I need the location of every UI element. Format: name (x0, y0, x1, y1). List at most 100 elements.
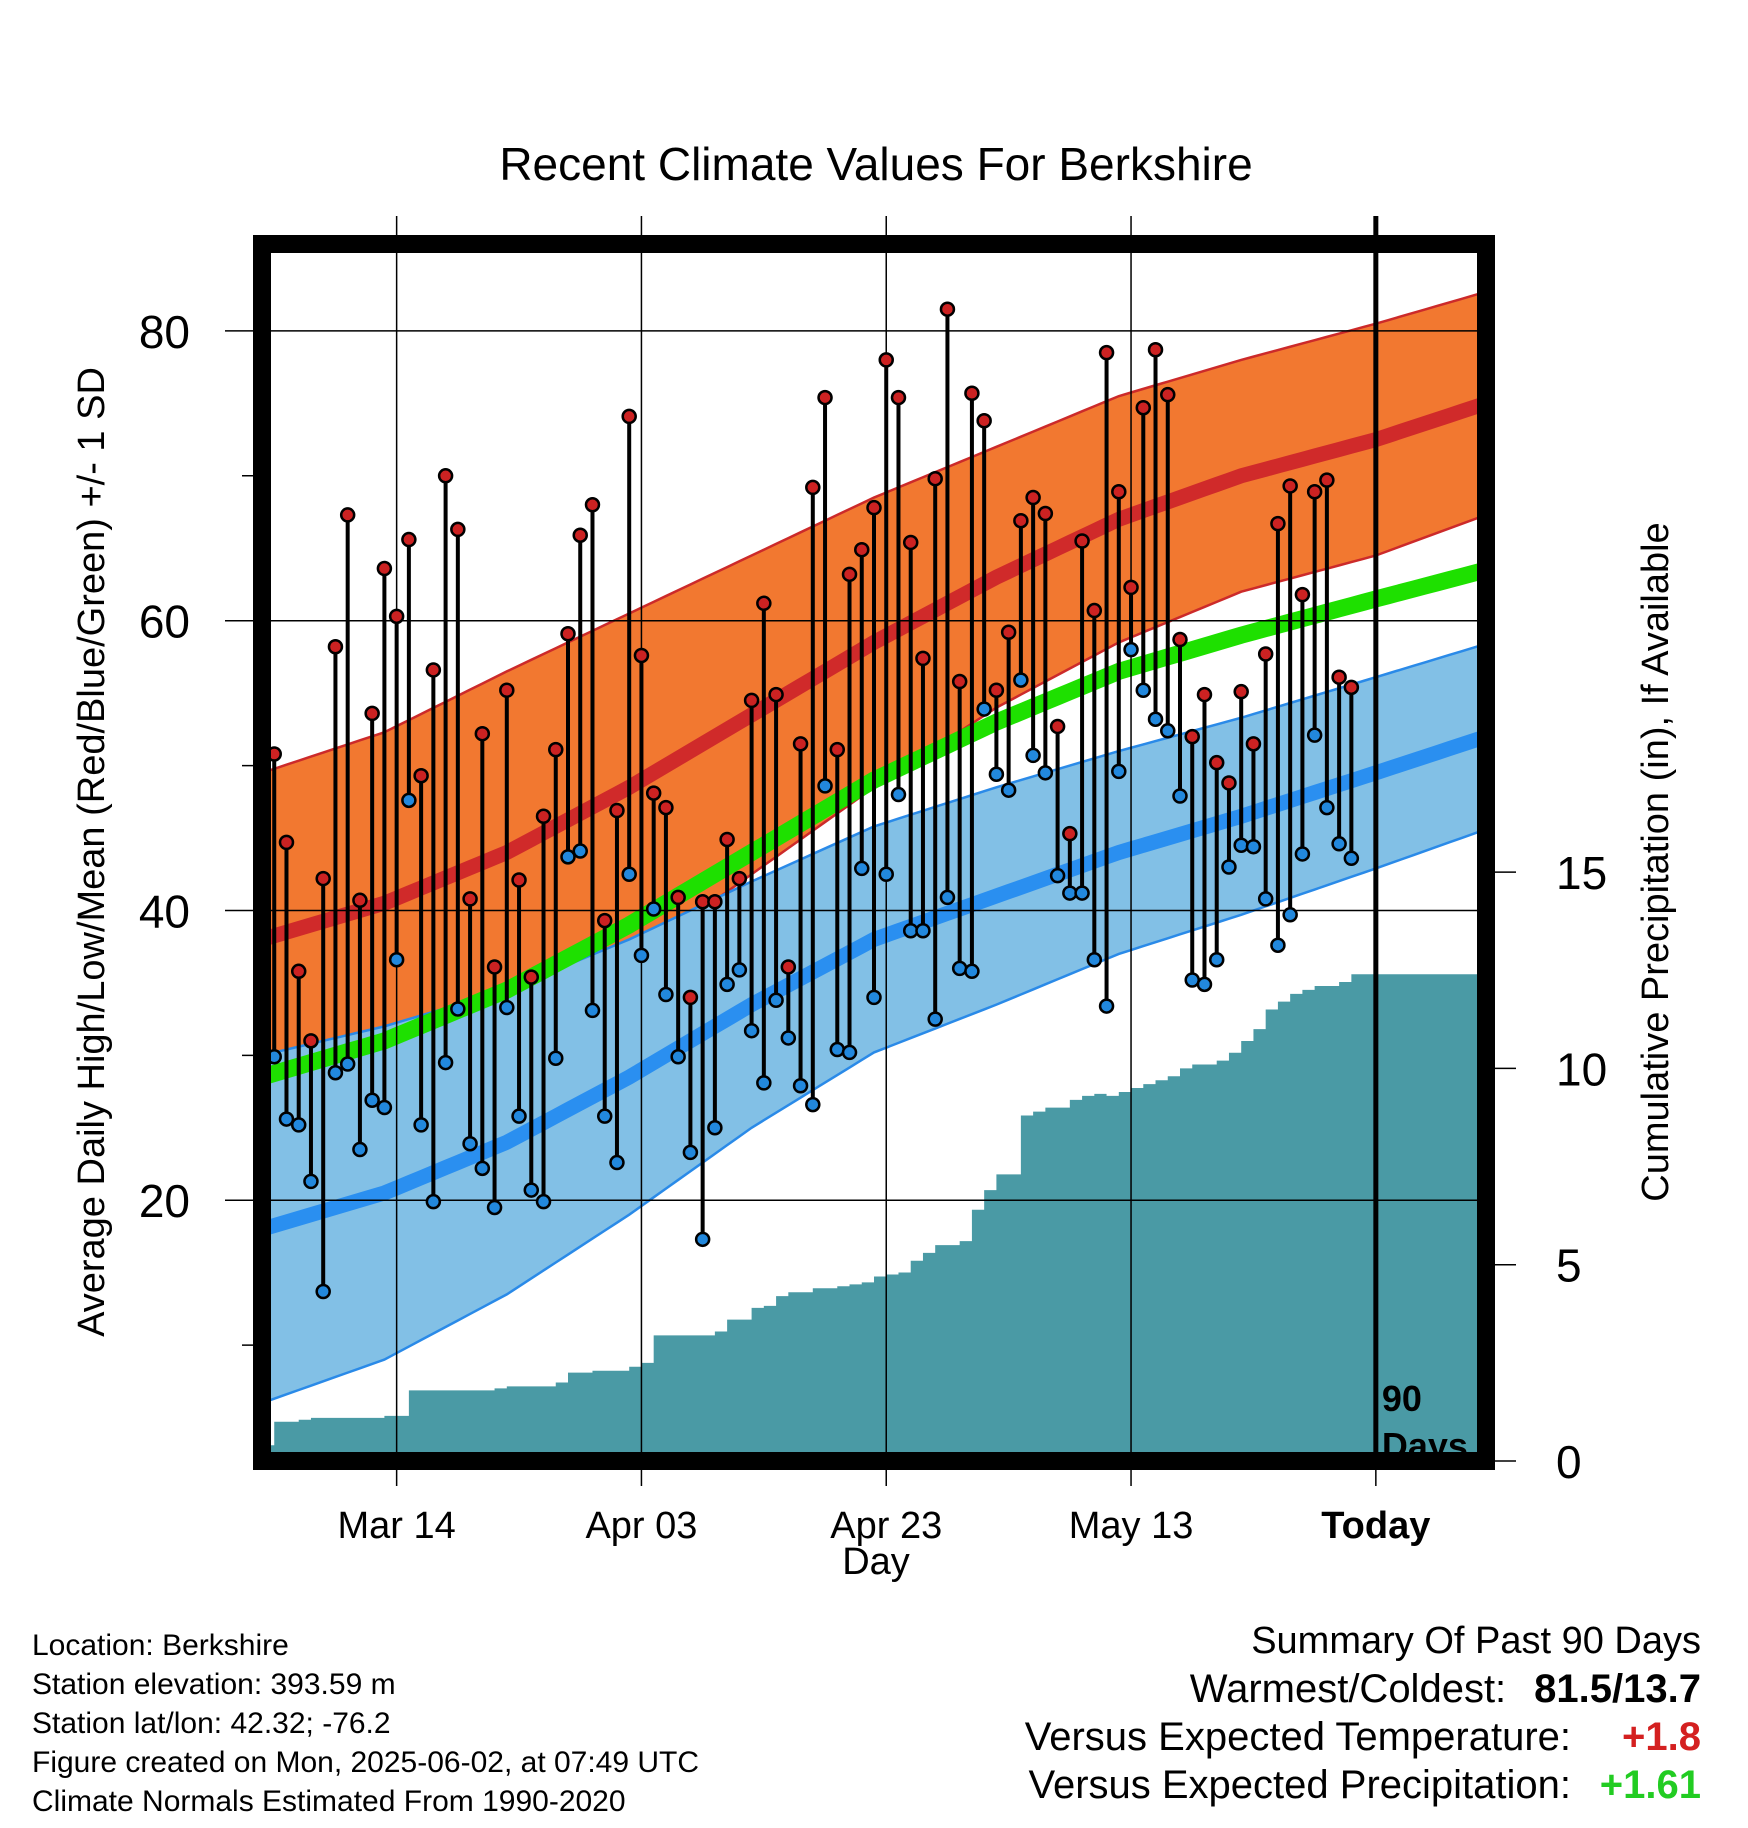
high-point (413, 767, 429, 784)
low-point (1257, 891, 1274, 907)
low-point (1111, 763, 1127, 780)
high-point (707, 894, 723, 910)
low-point (1147, 711, 1164, 727)
low-point (743, 1022, 760, 1039)
low-point (1270, 937, 1286, 953)
x-tick-label: Apr 03 (585, 1505, 697, 1547)
low-point (1013, 672, 1029, 688)
low-point (1282, 907, 1298, 923)
low-point (976, 701, 992, 717)
high-point (1098, 344, 1115, 361)
high-point (474, 725, 491, 742)
high-point (1221, 775, 1237, 791)
high-point (927, 470, 943, 487)
y-axis-label-right: Cumulative Precipitation (in), If Availa… (1635, 522, 1677, 1201)
low-point (315, 1283, 331, 1300)
high-point (1111, 483, 1127, 500)
station-info: Location: Berkshire Station elevation: 3… (32, 1626, 699, 1821)
high-point (364, 705, 380, 722)
high-point (658, 799, 674, 816)
low-point (1135, 682, 1152, 698)
high-point (1037, 505, 1054, 522)
high-point (450, 521, 466, 538)
high-point (792, 736, 809, 752)
low-point (805, 1096, 821, 1113)
low-point (1160, 723, 1176, 739)
y-tick-label-right: 0 (1556, 1436, 1582, 1488)
high-point (339, 507, 356, 523)
low-point (951, 960, 968, 977)
high-point (425, 662, 442, 678)
low-point (915, 922, 931, 939)
low-point (1172, 788, 1188, 804)
low-point (596, 1108, 613, 1124)
high-point (731, 870, 748, 887)
low-point (841, 1044, 858, 1061)
low-point (792, 1078, 809, 1094)
high-point (1319, 472, 1335, 488)
high-point (1135, 399, 1152, 416)
x-tick-label: Mar 14 (337, 1505, 455, 1547)
latlon-text: Station lat/lon: 42.32; -76.2 (32, 1707, 391, 1740)
low-point (278, 1111, 295, 1127)
low-point (780, 1030, 797, 1046)
low-point (1025, 747, 1041, 764)
high-point (1049, 718, 1066, 735)
low-point (939, 889, 956, 906)
low-point (290, 1117, 307, 1133)
low-point (878, 866, 894, 882)
high-point (1013, 512, 1029, 529)
y-axis-label-left: Average Daily High/Low/Mean (Red/Blue/Gr… (71, 367, 113, 1337)
low-point (768, 992, 784, 1009)
x-tick-label: May 13 (1069, 1505, 1194, 1547)
low-point (1343, 850, 1360, 867)
low-point (988, 766, 1005, 783)
x-tick-label: Today (1321, 1505, 1430, 1547)
high-point (523, 969, 540, 985)
high-point (1184, 728, 1200, 745)
high-point (890, 389, 907, 406)
low-point (364, 1092, 380, 1108)
high-point (1208, 754, 1225, 771)
low-point (1233, 837, 1249, 854)
low-point (829, 1041, 846, 1058)
high-point (878, 352, 894, 368)
plot-frame (253, 235, 1495, 1470)
low-point (413, 1117, 429, 1133)
high-point (376, 560, 393, 577)
low-point (1037, 765, 1054, 781)
high-point (535, 808, 552, 825)
high-point (939, 301, 956, 317)
high-point (670, 889, 686, 906)
low-point (682, 1144, 699, 1161)
high-point (866, 499, 882, 516)
high-band-upper-edge (262, 290, 1486, 775)
low-point (560, 849, 576, 865)
chart-title: Recent Climate Values For Berkshire (499, 138, 1252, 190)
normals-text: Climate Normals Estimated From 1990-2020 (32, 1785, 626, 1818)
high-point (596, 912, 613, 929)
low-point (633, 947, 650, 964)
low-point (474, 1160, 491, 1177)
high-point (1270, 515, 1286, 532)
high-point (1282, 478, 1298, 494)
high-point (560, 625, 576, 642)
high-point (1160, 386, 1176, 403)
low-point (303, 1173, 319, 1190)
high-point (1062, 825, 1078, 842)
high-point (1086, 602, 1103, 619)
low-point (425, 1193, 442, 1210)
summary-title: Summary Of Past 90 Days (1251, 1620, 1701, 1662)
high-point (633, 647, 650, 664)
temp-label: Versus Expected Temperature: (1024, 1715, 1571, 1759)
low-point (1098, 998, 1115, 1014)
high-point (572, 527, 588, 543)
x-tick-label: Apr 23 (830, 1505, 942, 1547)
high-point (1196, 686, 1213, 703)
high-point (584, 497, 601, 513)
high-point (1331, 669, 1347, 685)
low-point (523, 1182, 540, 1198)
temp-value: +1.8 (1622, 1715, 1701, 1759)
high-point (1074, 533, 1090, 549)
y-tick-label-right: 10 (1556, 1043, 1607, 1095)
